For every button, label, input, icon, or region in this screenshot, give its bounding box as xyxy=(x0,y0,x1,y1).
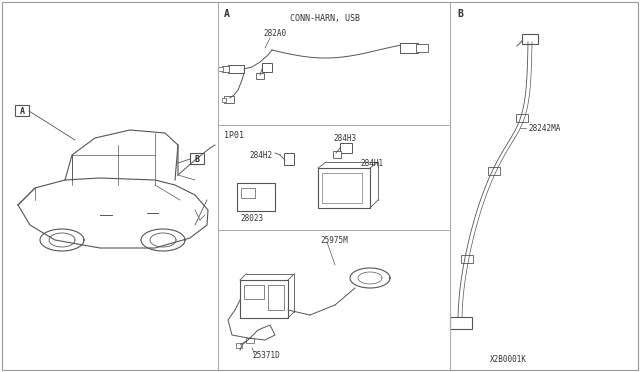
Text: A: A xyxy=(19,106,24,115)
FancyBboxPatch shape xyxy=(15,105,29,116)
Text: 25975M: 25975M xyxy=(320,235,348,244)
Bar xyxy=(222,66,229,72)
Bar xyxy=(228,65,244,73)
Bar xyxy=(240,280,288,318)
Bar xyxy=(416,44,428,52)
Text: B: B xyxy=(457,9,463,19)
Bar xyxy=(244,285,264,299)
Bar xyxy=(516,115,528,122)
Bar xyxy=(236,343,242,348)
Bar xyxy=(318,168,370,208)
Text: CONN-HARN, USB: CONN-HARN, USB xyxy=(290,13,360,22)
Text: X2B0001K: X2B0001K xyxy=(490,356,527,365)
Bar xyxy=(268,285,284,310)
Text: A: A xyxy=(224,9,230,19)
Bar xyxy=(450,317,472,329)
Text: 1P01: 1P01 xyxy=(224,131,244,140)
Bar xyxy=(333,151,341,158)
Bar xyxy=(218,67,223,71)
Bar xyxy=(237,183,275,211)
Text: 25371D: 25371D xyxy=(252,352,280,360)
Text: 28242MA: 28242MA xyxy=(528,124,561,133)
Bar xyxy=(400,43,418,53)
Bar xyxy=(340,143,352,153)
Bar xyxy=(322,173,362,203)
Bar xyxy=(461,254,473,263)
Bar xyxy=(246,338,254,343)
Text: 284H3: 284H3 xyxy=(333,134,356,142)
Bar xyxy=(256,73,264,79)
Text: 282A0: 282A0 xyxy=(263,29,286,38)
Bar xyxy=(241,188,255,198)
Bar xyxy=(224,96,234,103)
Bar xyxy=(488,167,500,175)
Bar xyxy=(262,63,272,72)
Text: 28023: 28023 xyxy=(240,214,263,222)
Bar xyxy=(284,153,294,165)
Text: 284H2: 284H2 xyxy=(249,151,272,160)
Text: B: B xyxy=(195,154,200,164)
Text: 284H1: 284H1 xyxy=(360,158,383,167)
FancyBboxPatch shape xyxy=(190,153,204,164)
Bar xyxy=(222,98,226,102)
Bar xyxy=(522,34,538,44)
